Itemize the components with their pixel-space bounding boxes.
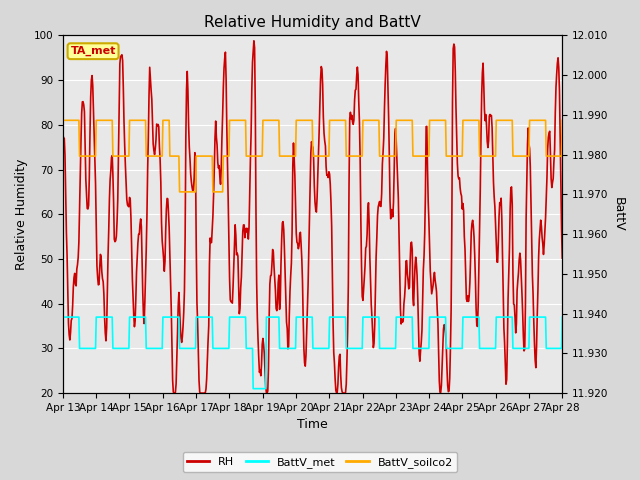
BattV_soilco2 [68,118,76,123]
Line: BattV_met: BattV_met [63,317,562,389]
BattV_met [170,314,178,320]
Y-axis label: BattV: BattV [612,197,625,231]
Y-axis label: Relative Humidity: Relative Humidity [15,158,28,270]
BattV_soilco2 [59,118,67,123]
BattV_met [196,314,204,320]
BattV_soilco2 [388,153,396,159]
Title: Relative Humidity and BattV: Relative Humidity and BattV [204,15,421,30]
BattV_soilco2 [374,118,381,123]
BattV_met [250,386,257,392]
RH [196,390,204,396]
BattV_met [120,346,127,351]
RH [59,133,67,139]
BattV_met [59,314,67,320]
RH [120,85,127,91]
BattV_soilco2 [558,118,566,123]
BattV_met [374,314,381,320]
RH [68,316,76,322]
BattV_soilco2 [176,189,184,195]
BattV_met [558,314,566,320]
BattV_soilco2 [197,153,205,159]
BattV_soilco2 [170,153,178,159]
Text: TA_met: TA_met [70,46,116,56]
RH [250,38,258,44]
Line: BattV_soilco2: BattV_soilco2 [63,120,562,192]
X-axis label: Time: Time [297,419,328,432]
RH [389,214,397,220]
RH [197,390,205,396]
RH [558,255,566,261]
BattV_met [388,346,396,351]
Legend: RH, BattV_met, BattV_soilco2: RH, BattV_met, BattV_soilco2 [183,452,457,472]
BattV_soilco2 [120,153,127,159]
RH [374,204,382,210]
Line: RH: RH [63,41,562,393]
RH [170,390,178,396]
BattV_met [68,314,76,320]
